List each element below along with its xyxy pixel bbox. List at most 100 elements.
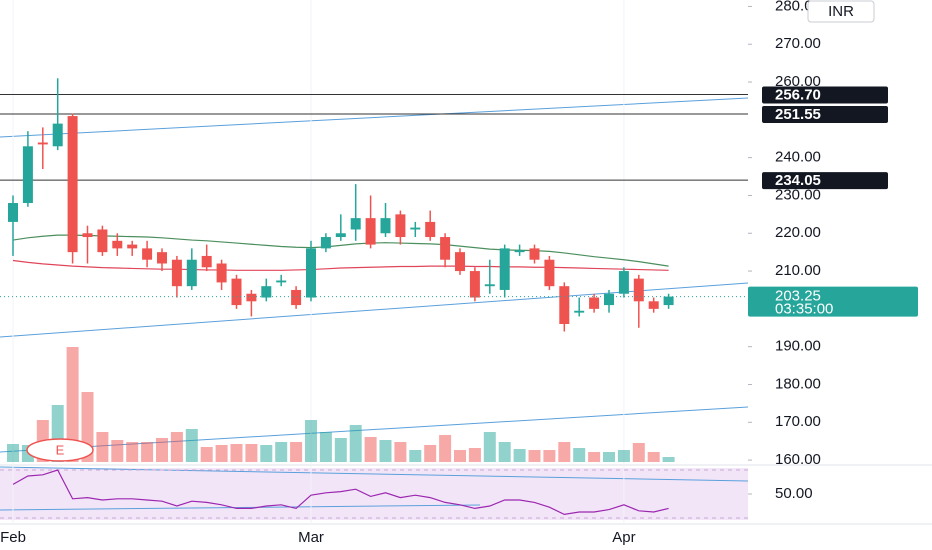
y-tick-label: 270.00 bbox=[775, 35, 821, 52]
volume-bar bbox=[379, 440, 392, 462]
volume-bar bbox=[647, 452, 660, 462]
candle-body bbox=[574, 310, 585, 313]
candle-body bbox=[171, 259, 182, 287]
volume-bar bbox=[454, 450, 466, 462]
candle-body bbox=[529, 248, 540, 260]
moving-average bbox=[12, 234, 669, 267]
level-badge bbox=[762, 172, 888, 190]
earnings-marker[interactable] bbox=[26, 438, 94, 462]
y-tick-label: 180.00 bbox=[775, 375, 821, 392]
candle-body bbox=[67, 116, 78, 253]
candle-body bbox=[618, 271, 629, 294]
volume-bar bbox=[439, 435, 452, 462]
candle-body bbox=[604, 293, 614, 306]
candle-body bbox=[469, 271, 480, 298]
candle-body bbox=[425, 221, 436, 238]
y-tick-label: 240.00 bbox=[775, 149, 821, 166]
candle-body bbox=[440, 237, 451, 260]
x-tick-label: Mar bbox=[298, 529, 324, 546]
y-tick-label: 260.00 bbox=[775, 73, 821, 90]
candle-body bbox=[157, 252, 167, 264]
candle-body bbox=[82, 233, 93, 238]
earnings-label[interactable]: E bbox=[56, 442, 65, 457]
volume-bar bbox=[364, 437, 377, 462]
trendline bbox=[0, 406, 749, 453]
last-price-label: 203.25 bbox=[775, 288, 821, 305]
volume-bar bbox=[275, 442, 288, 462]
candle-body bbox=[335, 233, 346, 238]
volume-bar bbox=[558, 442, 571, 462]
candle-body bbox=[544, 259, 555, 287]
last-price-badge bbox=[748, 286, 918, 317]
candle-body bbox=[648, 301, 659, 309]
candle-body bbox=[455, 252, 465, 272]
volume-bar bbox=[185, 429, 198, 462]
volume-bar bbox=[215, 445, 228, 462]
overlay: INR E bbox=[26, 0, 875, 462]
candle-body bbox=[499, 248, 510, 290]
currency-label[interactable]: INR bbox=[828, 3, 854, 20]
currency-button[interactable] bbox=[807, 0, 875, 23]
level-label: 256.70 bbox=[775, 86, 821, 103]
volume-bar bbox=[156, 438, 168, 462]
volume-bar bbox=[468, 448, 481, 462]
rsi-tick-label: 50.00 bbox=[775, 485, 813, 502]
candle-body bbox=[37, 142, 48, 145]
candle-body bbox=[52, 123, 63, 147]
level-badge bbox=[762, 86, 888, 104]
y-tick-label: 210.00 bbox=[775, 262, 821, 279]
volume-bar bbox=[528, 450, 541, 462]
volume-bar bbox=[513, 449, 526, 462]
trendline bbox=[0, 466, 749, 482]
candle-body bbox=[306, 248, 316, 298]
volume-bar bbox=[230, 444, 243, 462]
candle-body bbox=[97, 229, 108, 253]
candle-body bbox=[589, 297, 600, 309]
trendline bbox=[0, 97, 749, 138]
candle-body bbox=[231, 278, 242, 306]
volume-bar bbox=[498, 442, 511, 462]
level-badge bbox=[762, 105, 888, 123]
candle-body bbox=[320, 237, 331, 249]
volume-bar bbox=[305, 420, 317, 462]
volume-bar bbox=[260, 445, 273, 462]
volume-bar bbox=[424, 445, 437, 462]
y-tick-label: 220.00 bbox=[775, 224, 821, 241]
volume-bar bbox=[483, 432, 496, 462]
volume-bar bbox=[334, 438, 347, 462]
volume-bar bbox=[245, 444, 258, 462]
trendline bbox=[0, 504, 481, 511]
x-tick-label: Feb bbox=[0, 529, 26, 546]
plot: Feb Mar Apr280.00270.00260.00240.00230.002… bbox=[0, 0, 918, 546]
candle-body bbox=[8, 203, 18, 222]
x-tick-label: Apr bbox=[612, 529, 635, 546]
candle-body bbox=[633, 278, 644, 302]
candle-body bbox=[559, 286, 570, 324]
volume-bar bbox=[126, 442, 139, 462]
volume-bar bbox=[617, 450, 630, 462]
candle-body bbox=[410, 227, 421, 230]
level-label: 251.55 bbox=[775, 106, 821, 123]
volume-bar bbox=[573, 448, 586, 462]
candle-body bbox=[514, 250, 525, 253]
candle-body bbox=[276, 280, 287, 283]
volume-bar bbox=[200, 447, 213, 462]
volume-bar bbox=[141, 442, 154, 462]
candle-body bbox=[291, 289, 302, 306]
candle-body bbox=[127, 244, 138, 249]
candle-body bbox=[22, 146, 33, 204]
volume-bar bbox=[394, 442, 407, 462]
volume-bar bbox=[662, 457, 675, 462]
volume-bar bbox=[319, 432, 332, 462]
y-tick-label: 170.00 bbox=[775, 413, 821, 430]
candle-body bbox=[484, 284, 495, 287]
candle-body bbox=[365, 218, 376, 245]
candle-body bbox=[246, 293, 257, 302]
y-tick-label: 230.00 bbox=[775, 186, 821, 203]
countdown-label: 03:35:00 bbox=[775, 301, 833, 318]
volume-bar bbox=[632, 443, 645, 462]
candle-body bbox=[261, 286, 272, 298]
rsi-band bbox=[0, 468, 748, 520]
volume-bar bbox=[290, 442, 303, 462]
